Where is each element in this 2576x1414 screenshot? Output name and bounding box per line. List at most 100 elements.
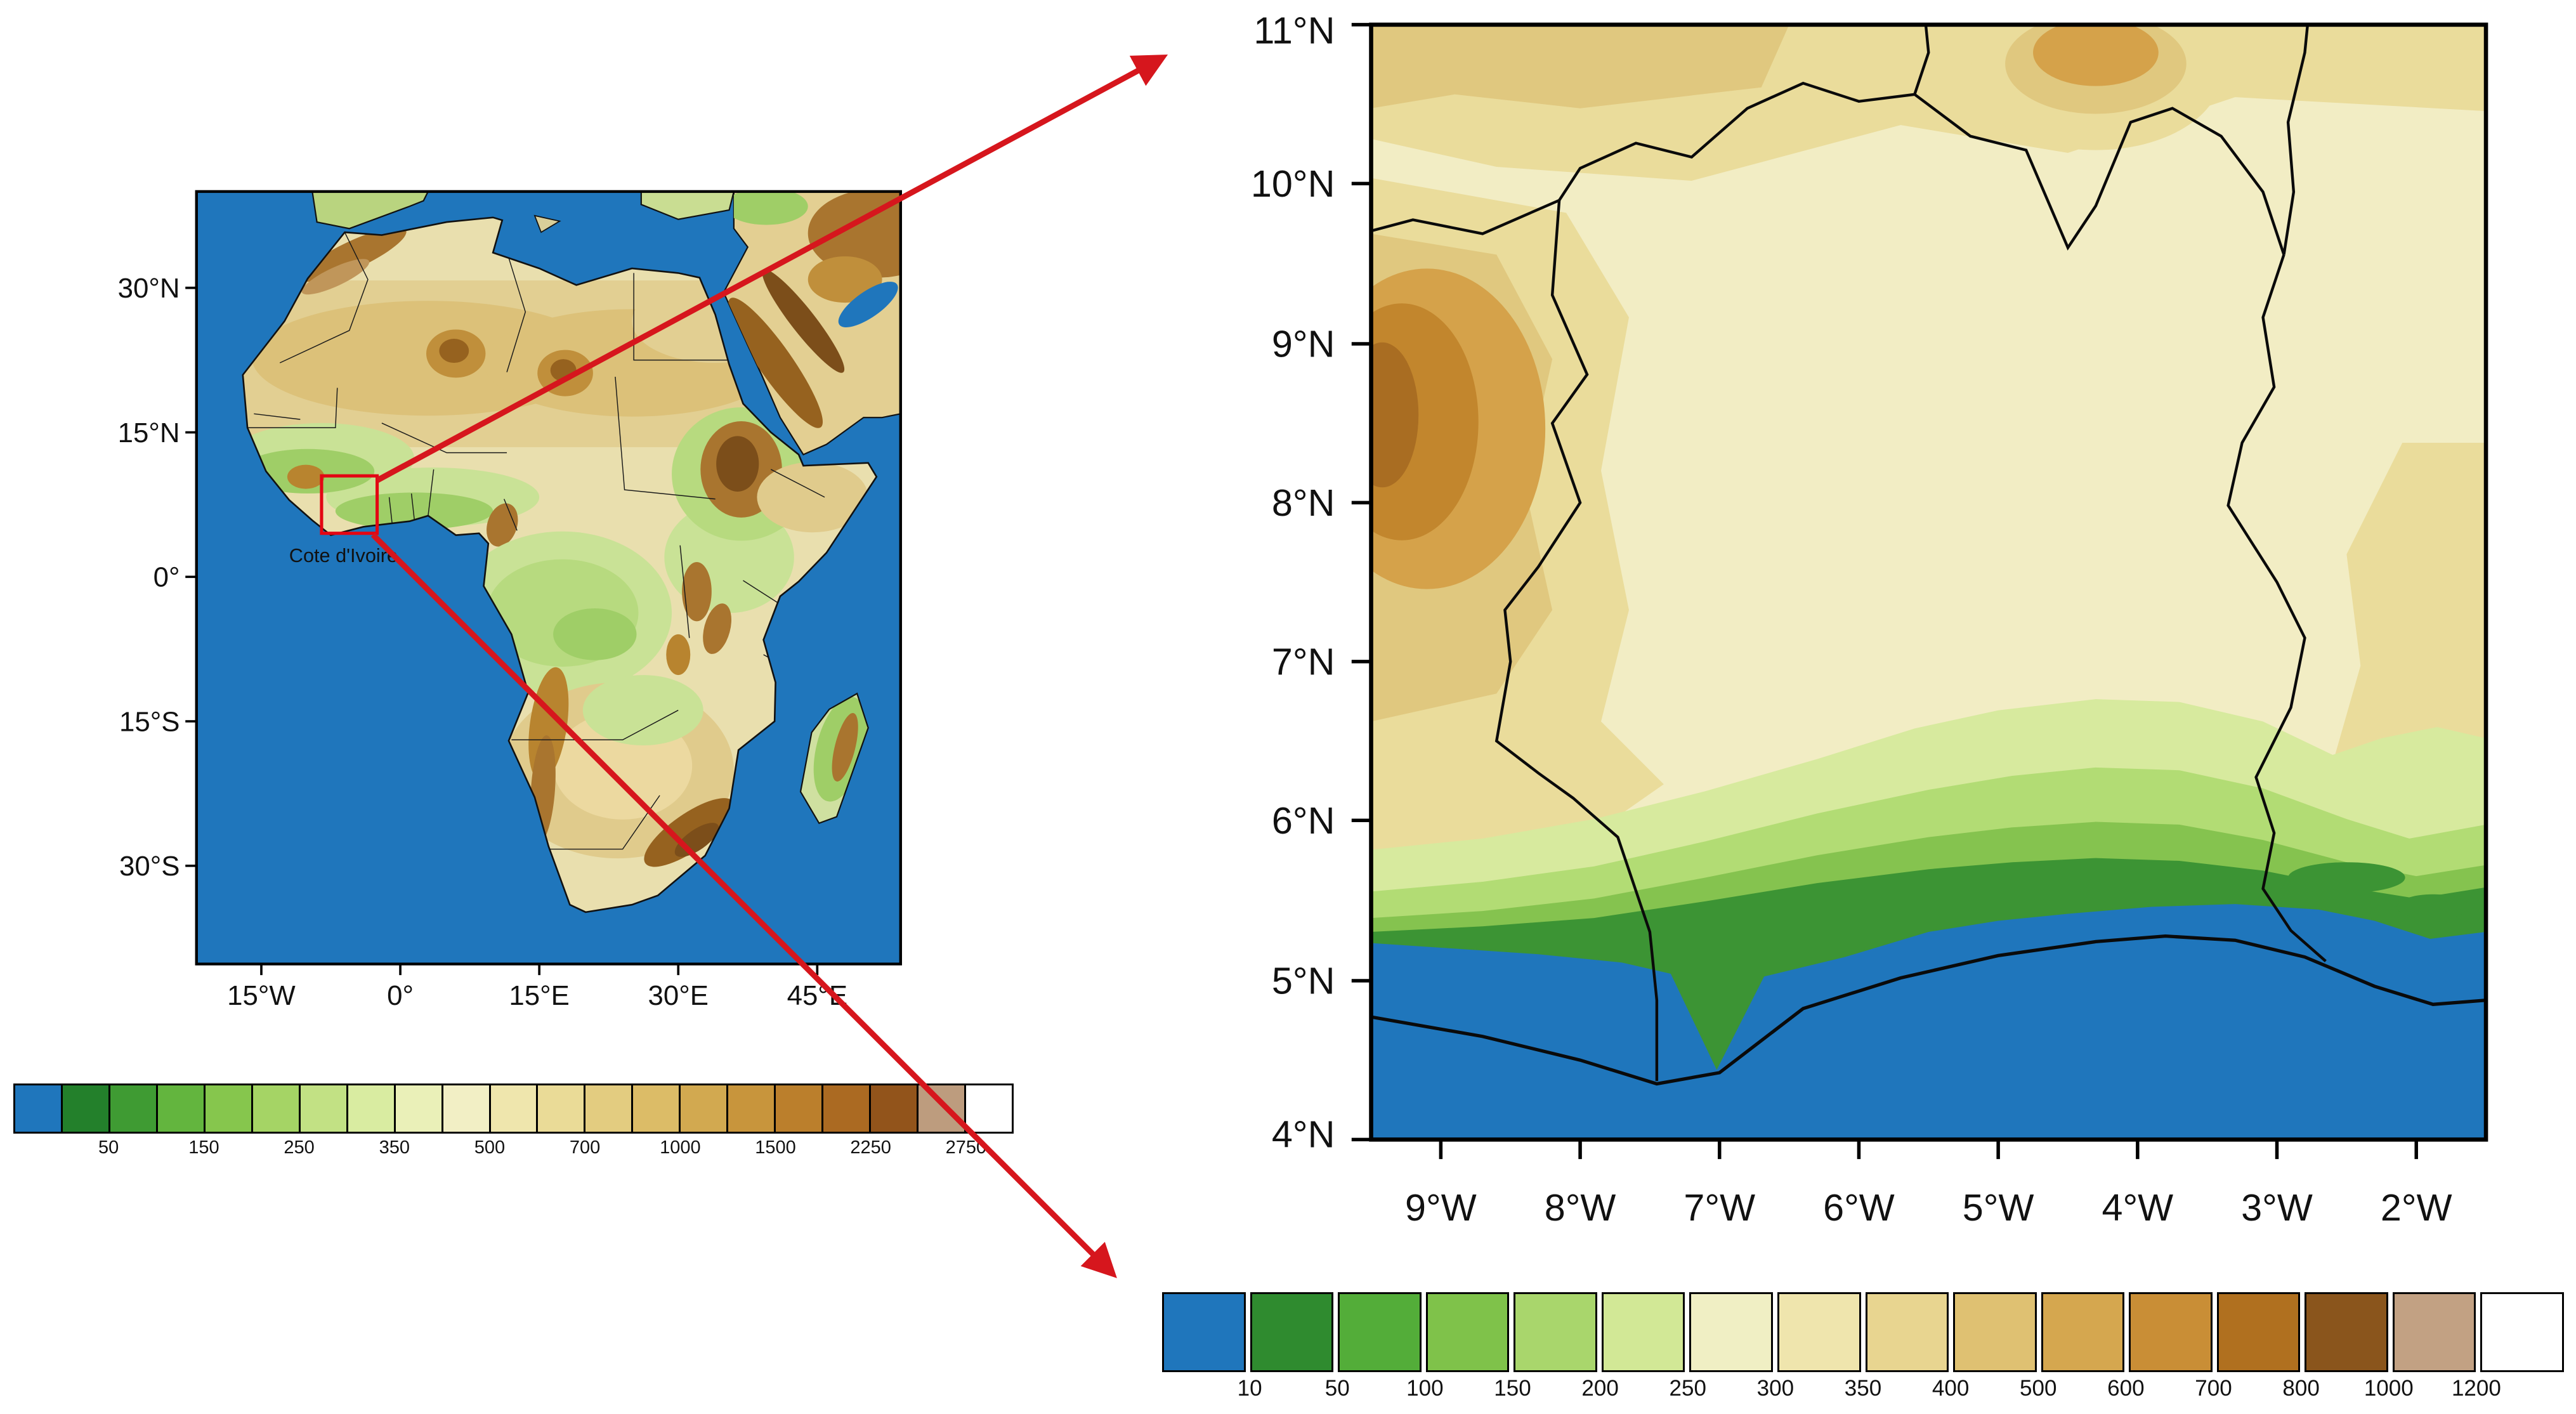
zoom-lat-tick-label: 7°N	[1272, 641, 1335, 683]
colorbar-segment	[538, 1085, 586, 1132]
colorbar-segment	[871, 1085, 919, 1132]
africa-lon-tick-label: 15°W	[227, 980, 296, 1011]
colorbar-tick-label: 400	[1932, 1376, 1970, 1401]
zoom-country-borders	[1371, 24, 2327, 1082]
zoom-lon-tick-label: 5°W	[1963, 1186, 2034, 1229]
colorbar-tick-label: 100	[1406, 1376, 1444, 1401]
africa-lon-tick-label: 0°	[387, 980, 414, 1011]
colorbar-segment	[2129, 1292, 2213, 1372]
colorbar-segment	[1777, 1292, 1861, 1372]
colorbar-tick-label: 1500	[755, 1137, 796, 1158]
colorbar-tick-label: 50	[1324, 1376, 1350, 1401]
zoom-lon-tick-label: 7°W	[1684, 1186, 1755, 1229]
zoom-lon-tick-label: 2°W	[2381, 1186, 2452, 1229]
colorbar-segment	[395, 1085, 443, 1132]
zoom-lon-tick-label: 4°W	[2102, 1186, 2173, 1229]
africa-lat-tick-label: 15°N	[118, 417, 180, 448]
colorbar-segment	[300, 1085, 348, 1132]
colorbar-segment	[2305, 1292, 2388, 1372]
colorbar-segment	[1425, 1292, 1510, 1372]
colorbar-tick-label: 150	[1494, 1376, 1531, 1401]
cote-divoire-label: Cote d'Ivoire	[289, 545, 398, 566]
colorbar-segment	[1250, 1292, 1334, 1372]
africa-lon-tick-label: 30°E	[648, 980, 709, 1011]
africa-lat-tick-label: 15°S	[119, 706, 180, 737]
zoom-lat-tick-label: 11°N	[1253, 9, 1335, 51]
cote-divoire-region-box	[320, 474, 379, 535]
zoom-lat-tick-label: 8°N	[1272, 481, 1335, 524]
colorbar-segment	[443, 1085, 491, 1132]
africa-lon-tick-label: 45°E	[787, 980, 847, 1011]
colorbar-tick-label: 350	[1844, 1376, 1882, 1401]
elevation-colorbar-africa: 50 150 250 350 500 700 1000 1500 2250 27…	[13, 1083, 1014, 1162]
zoom-lat-tick-label: 5°N	[1272, 960, 1335, 1002]
zoom-lat-tick-label: 9°N	[1272, 323, 1335, 365]
colorbar-segment	[110, 1085, 158, 1132]
colorbar-segment	[252, 1085, 301, 1132]
colorbar-segment	[728, 1085, 776, 1132]
africa-lat-tick-label: 0°	[154, 562, 180, 593]
colorbar-segment	[1953, 1292, 2037, 1372]
colorbar-segment	[823, 1085, 872, 1132]
africa-colorbar-swatches	[13, 1083, 1014, 1134]
colorbar-segment	[348, 1085, 396, 1132]
colorbar-tick-label: 500	[474, 1137, 506, 1158]
colorbar-segment	[490, 1085, 539, 1132]
colorbar-tick-label: 10	[1237, 1376, 1262, 1401]
zoom-coastline	[1371, 934, 2487, 1086]
colorbar-tick-label: 250	[1669, 1376, 1706, 1401]
colorbar-segment	[681, 1085, 729, 1132]
zoom-map-frame	[1369, 22, 2488, 1142]
zoom-axis-ticks	[1351, 23, 2418, 1160]
colorbar-segment	[157, 1085, 206, 1132]
colorbar-segment	[1689, 1292, 1773, 1372]
zoom-lon-tick-label: 9°W	[1405, 1186, 1477, 1229]
africa-colorbar-labels: 50 150 250 350 500 700 1000 1500 2250 27…	[13, 1134, 1014, 1162]
colorbar-tick-label: 1000	[2364, 1376, 2414, 1401]
zoom-colorbar-labels: 10 50 100 150 200 250 300 350 400 500 60…	[1162, 1372, 2564, 1401]
africa-overview-map: Cote d'Ivoire 30°N 15°N 0° 15°S 30°S 15°…	[118, 190, 902, 1011]
colorbar-tick-label: 700	[569, 1137, 601, 1158]
colorbar-tick-label: 300	[1756, 1376, 1795, 1401]
zoom-lon-tick-label: 8°W	[1545, 1186, 1616, 1229]
colorbar-tick-label: 500	[2020, 1376, 2057, 1401]
colorbar-segment	[633, 1085, 681, 1132]
colorbar-tick-label: 2250	[850, 1137, 891, 1158]
colorbar-segment	[1514, 1292, 1597, 1372]
colorbar-segment	[62, 1085, 110, 1132]
colorbar-tick-label: 1200	[2451, 1376, 2501, 1401]
colorbar-segment	[2216, 1292, 2301, 1372]
zoom-lon-tick-label: 6°W	[1823, 1186, 1895, 1229]
colorbar-tick-label: 800	[2282, 1376, 2320, 1401]
zoom-lon-tick-label: 3°W	[2241, 1186, 2313, 1229]
colorbar-segment	[1162, 1292, 1246, 1372]
colorbar-segment	[2392, 1292, 2476, 1372]
zoom-terrain	[1371, 24, 2487, 1140]
zoom-map-cote-divoire: 11°N 10°N 9°N 8°N 7°N 6°N 5°N 4°N 9°W 8°…	[1251, 9, 2488, 1229]
colorbar-tick-label: 150	[188, 1137, 219, 1158]
colorbar-segment	[2480, 1292, 2564, 1372]
elevation-colorbar-zoom: 10 50 100 150 200 250 300 350 400 500 60…	[1162, 1292, 2564, 1401]
colorbar-tick-label: 2750	[945, 1137, 987, 1158]
colorbar-tick-label: 50	[98, 1137, 119, 1158]
zoom-colorbar-swatches	[1162, 1292, 2564, 1372]
colorbar-segment	[1338, 1292, 1422, 1372]
colorbar-segment	[919, 1085, 967, 1132]
zoom-lat-tick-label: 4°N	[1272, 1113, 1335, 1155]
colorbar-tick-label: 250	[284, 1137, 315, 1158]
zoom-axis-labels: 11°N 10°N 9°N 8°N 7°N 6°N 5°N 4°N 9°W 8°…	[1251, 9, 2452, 1228]
colorbar-tick-label: 1000	[660, 1137, 701, 1158]
colorbar-segment	[776, 1085, 824, 1132]
africa-lat-tick-label: 30°N	[118, 273, 180, 304]
colorbar-tick-label: 350	[379, 1137, 410, 1158]
colorbar-tick-label: 200	[1581, 1376, 1619, 1401]
colorbar-tick-label: 700	[2195, 1376, 2232, 1401]
africa-lon-tick-label: 15°E	[509, 980, 569, 1011]
colorbar-segment	[2041, 1292, 2125, 1372]
colorbar-tick-label: 600	[2107, 1376, 2145, 1401]
colorbar-segment	[966, 1085, 1012, 1132]
colorbar-segment	[15, 1085, 63, 1132]
colorbar-segment	[1601, 1292, 1685, 1372]
zoom-lat-tick-label: 6°N	[1272, 799, 1335, 842]
